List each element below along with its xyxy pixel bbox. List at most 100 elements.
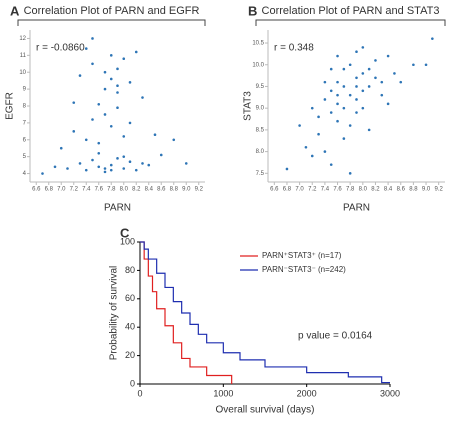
point — [323, 150, 327, 153]
point — [78, 74, 82, 77]
x-tick-label: 7.4 — [82, 187, 91, 193]
point — [329, 67, 333, 71]
x-tick-label: 7.0 — [57, 187, 66, 193]
x-axis-label: PARN — [343, 203, 370, 214]
legend-label: PARN⁻STAT3⁻ (n=242) — [262, 265, 346, 274]
point — [116, 106, 119, 109]
point — [53, 165, 57, 169]
point — [66, 167, 69, 170]
x-tick-label: 7.2 — [308, 187, 317, 193]
point — [355, 98, 358, 101]
point — [342, 85, 346, 88]
point — [84, 47, 88, 50]
point — [386, 102, 390, 106]
y-axis-label: EGFR — [5, 92, 16, 120]
y-tick-label: 60 — [125, 293, 135, 303]
point — [122, 135, 126, 138]
point — [348, 124, 352, 127]
point — [380, 93, 384, 97]
point — [393, 72, 396, 75]
point — [431, 37, 434, 40]
x-tick-label: 7.6 — [95, 187, 104, 193]
point — [374, 76, 377, 80]
x-tick-label: 7.6 — [333, 187, 342, 193]
y-tick-label: 11 — [20, 53, 27, 59]
x-tick-label: 8.6 — [157, 187, 166, 193]
point — [128, 121, 132, 125]
x-tick-label: 1000 — [213, 388, 233, 398]
x-tick-label: 8.8 — [409, 187, 418, 193]
point — [109, 168, 113, 172]
point — [122, 155, 126, 158]
point — [361, 89, 365, 93]
point — [97, 165, 101, 169]
x-tick-label: 7.2 — [70, 187, 79, 193]
x-tick-label: 9.0 — [182, 187, 191, 193]
x-tick-label: 8.2 — [132, 187, 141, 193]
x-tick-label: 9.0 — [422, 187, 431, 193]
point — [355, 76, 358, 80]
point — [134, 50, 138, 54]
y-tick-label: 7.5 — [256, 171, 265, 177]
point — [134, 168, 138, 172]
point — [91, 62, 94, 66]
y-tick-label: 7 — [23, 120, 27, 126]
point — [317, 115, 320, 119]
point — [84, 168, 88, 172]
x-axis-label: Overall survival (days) — [216, 405, 315, 416]
annotation: r = -0.0860 — [36, 43, 85, 54]
panel-label: A — [10, 3, 20, 18]
annotation: r = 0.348 — [274, 43, 314, 54]
point — [329, 111, 333, 114]
panel-label: C — [120, 225, 130, 240]
y-tick-label: 10.0 — [252, 62, 264, 68]
point — [91, 37, 94, 40]
point — [342, 106, 346, 110]
point — [424, 63, 428, 67]
point — [342, 67, 346, 71]
y-tick-label: 8 — [23, 104, 27, 110]
point — [329, 163, 333, 166]
point — [329, 89, 333, 93]
point — [336, 119, 339, 123]
point — [128, 160, 132, 164]
point — [72, 130, 76, 133]
point — [285, 167, 289, 171]
point — [116, 91, 119, 94]
point — [399, 80, 403, 84]
point — [298, 124, 301, 127]
point — [412, 63, 415, 67]
point — [361, 106, 365, 110]
point — [128, 81, 132, 84]
x-tick-label: 8.8 — [170, 187, 179, 193]
survival-curve — [140, 241, 390, 384]
y-tick-label: 9.5 — [256, 84, 265, 90]
point — [342, 137, 346, 140]
x-tick-label: 2000 — [297, 388, 317, 398]
point — [141, 162, 144, 165]
point — [103, 170, 107, 174]
point — [355, 111, 358, 114]
point — [367, 85, 371, 88]
x-tick-label: 3000 — [380, 388, 400, 398]
y-tick-label: 8.5 — [256, 127, 265, 133]
point — [304, 145, 308, 149]
point — [91, 158, 94, 162]
x-tick-label: 8.0 — [359, 187, 368, 193]
x-tick-label: 9.2 — [195, 187, 204, 193]
x-tick-label: 6.8 — [45, 187, 54, 193]
point — [109, 54, 113, 57]
point — [72, 101, 76, 104]
point — [103, 70, 107, 74]
panel-label: B — [248, 3, 257, 18]
point — [361, 46, 365, 49]
point — [374, 59, 377, 62]
point — [84, 138, 88, 142]
point — [116, 157, 119, 160]
point — [310, 154, 314, 158]
point — [103, 113, 107, 116]
x-tick-label: 7.8 — [346, 187, 355, 193]
point — [109, 124, 113, 128]
point — [97, 141, 101, 145]
point — [336, 80, 339, 84]
